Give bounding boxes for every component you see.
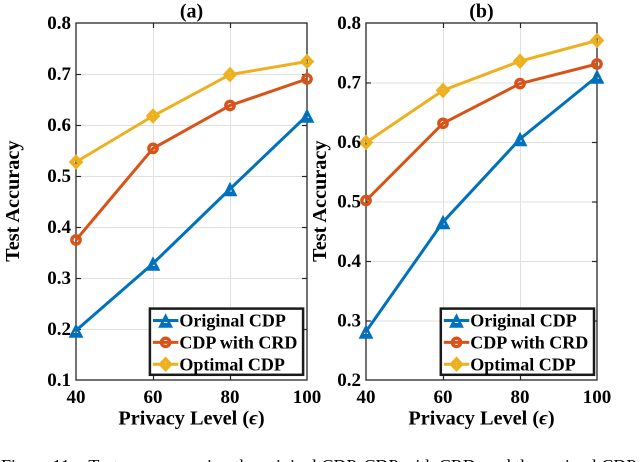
svg-text:40: 40 bbox=[357, 387, 376, 408]
svg-text:0.8: 0.8 bbox=[337, 13, 361, 34]
svg-text:0.5: 0.5 bbox=[337, 192, 361, 213]
svg-text:80: 80 bbox=[511, 387, 530, 408]
svg-text:0.7: 0.7 bbox=[337, 73, 361, 94]
svg-text:80: 80 bbox=[221, 387, 240, 408]
svg-text:CDP with CRD: CDP with CRD bbox=[179, 333, 297, 353]
svg-text:0.2: 0.2 bbox=[47, 319, 71, 340]
svg-text:0.6: 0.6 bbox=[47, 115, 71, 136]
svg-text:CDP with CRD: CDP with CRD bbox=[470, 333, 588, 353]
svg-text:(a): (a) bbox=[180, 1, 203, 23]
svg-text:0.6: 0.6 bbox=[337, 132, 361, 153]
svg-text:0.8: 0.8 bbox=[47, 13, 71, 34]
svg-text:0.3: 0.3 bbox=[337, 311, 361, 332]
svg-text:Test Accuracy: Test Accuracy bbox=[309, 140, 331, 261]
svg-text:0.5: 0.5 bbox=[47, 166, 71, 187]
svg-text:Optimal CDP: Optimal CDP bbox=[179, 354, 285, 374]
svg-text:60: 60 bbox=[434, 387, 453, 408]
svg-text:40: 40 bbox=[67, 387, 86, 408]
svg-text:Optimal CDP: Optimal CDP bbox=[470, 354, 576, 374]
svg-text:0.7: 0.7 bbox=[47, 64, 71, 85]
svg-text:0.1: 0.1 bbox=[47, 370, 71, 391]
svg-text:Test Accuracy: Test Accuracy bbox=[2, 140, 24, 261]
svg-text:0.3: 0.3 bbox=[47, 268, 71, 289]
svg-text:100: 100 bbox=[583, 387, 612, 408]
svg-text:Figure 11: Test accuracy usi: Figure 11: Test accuracy using the origi… bbox=[1, 456, 640, 462]
svg-text:100: 100 bbox=[293, 387, 322, 408]
svg-text:0.4: 0.4 bbox=[47, 217, 71, 238]
svg-text:Privacy Level (ϵ): Privacy Level (ϵ) bbox=[408, 407, 554, 429]
svg-text:0.2: 0.2 bbox=[337, 370, 361, 391]
svg-text:0.4: 0.4 bbox=[337, 251, 361, 272]
svg-text:Original CDP: Original CDP bbox=[179, 311, 286, 331]
svg-text:Privacy Level (ϵ): Privacy Level (ϵ) bbox=[118, 407, 264, 429]
svg-text:60: 60 bbox=[144, 387, 163, 408]
svg-text:Original CDP: Original CDP bbox=[470, 311, 577, 331]
svg-text:(b): (b) bbox=[469, 1, 493, 23]
